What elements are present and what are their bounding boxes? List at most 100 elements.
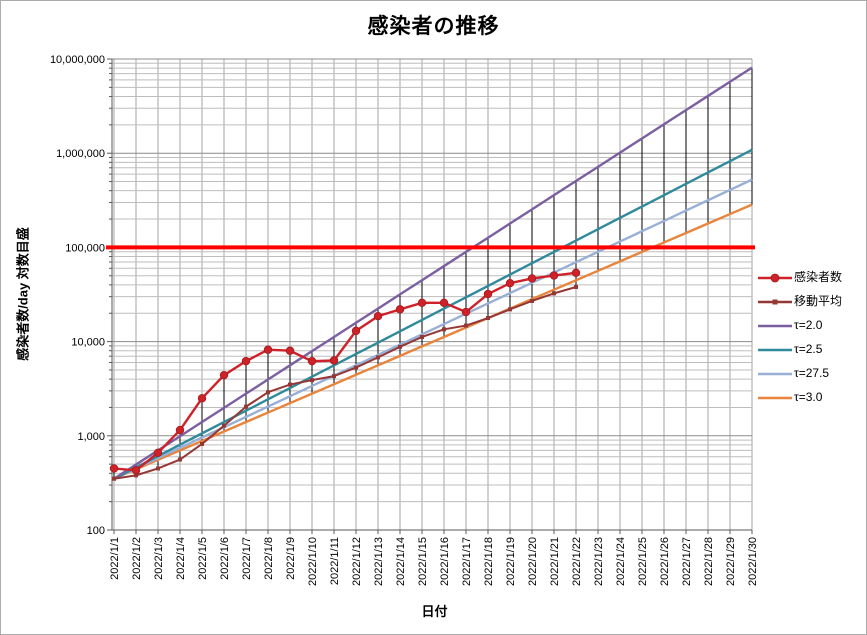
data-point-marker[interactable] <box>109 464 119 473</box>
data-point-marker[interactable] <box>263 345 273 354</box>
x-tick-label: 2022/1/18 <box>483 537 495 586</box>
data-point-marker[interactable] <box>332 374 336 379</box>
data-point-marker[interactable] <box>134 473 138 478</box>
legend-label: τ=2.0 <box>794 318 823 332</box>
x-tick-label: 2022/1/10 <box>307 537 319 586</box>
data-point-marker[interactable] <box>398 344 402 349</box>
x-tick-label: 2022/1/3 <box>153 537 165 580</box>
data-point-marker[interactable] <box>373 312 383 321</box>
data-point-marker[interactable] <box>574 284 578 289</box>
data-point-marker[interactable] <box>178 457 182 462</box>
x-tick-label: 2022/1/9 <box>285 537 297 580</box>
data-point-marker[interactable] <box>376 355 380 360</box>
series-line-2[interactable] <box>113 66 753 480</box>
data-point-marker[interactable] <box>442 327 446 332</box>
x-tick-label: 2022/1/5 <box>197 537 209 580</box>
y-tick-label: 100,000 <box>65 242 105 254</box>
x-tick-label: 2022/1/23 <box>593 537 605 586</box>
legend-line-swatch-icon <box>758 299 792 304</box>
legend-line-swatch-icon <box>758 348 792 351</box>
legend-label: 感染者数 <box>794 270 843 284</box>
series-line-0[interactable] <box>113 271 577 472</box>
series-line-5[interactable] <box>113 203 753 480</box>
data-point-marker[interactable] <box>439 298 449 308</box>
legend-item-3[interactable]: τ=2.5 <box>758 343 842 356</box>
legend-label: τ=3.0 <box>794 390 823 404</box>
x-tick-label: 2022/1/2 <box>131 537 143 580</box>
x-tick-label: 2022/1/11 <box>329 537 341 585</box>
series-line-4[interactable] <box>113 178 753 480</box>
x-tick-label: 2022/1/24 <box>615 537 627 586</box>
data-point-marker[interactable] <box>156 466 160 471</box>
y-tick-label: 10,000 <box>71 337 105 349</box>
data-point-marker[interactable] <box>527 274 537 283</box>
series-line-1[interactable] <box>113 286 577 480</box>
x-tick-label: 2022/1/20 <box>527 537 539 586</box>
x-tick-label: 2022/1/22 <box>571 537 583 586</box>
data-point-marker[interactable] <box>417 298 427 308</box>
data-point-marker[interactable] <box>307 356 317 366</box>
data-point-marker[interactable] <box>571 268 581 278</box>
data-point-marker[interactable] <box>505 278 515 288</box>
series-line-3[interactable] <box>113 148 753 480</box>
x-tick-label: 2022/1/30 <box>747 537 759 586</box>
data-point-marker[interactable] <box>461 307 471 317</box>
legend-item-2[interactable]: τ=2.0 <box>758 319 842 332</box>
data-point-marker[interactable] <box>351 326 361 336</box>
data-point-marker[interactable] <box>244 404 248 409</box>
x-tick-label: 2022/1/19 <box>505 537 517 586</box>
data-point-marker[interactable] <box>285 346 295 355</box>
data-point-marker[interactable] <box>552 291 556 296</box>
x-tick-label: 2022/1/21 <box>549 537 561 586</box>
legend-label: 移動平均 <box>794 294 843 308</box>
data-point-marker[interactable] <box>131 466 141 475</box>
data-point-marker[interactable] <box>508 307 512 312</box>
x-tick-label: 2022/1/16 <box>439 537 451 586</box>
x-tick-label: 2022/1/29 <box>725 537 737 586</box>
y-tick-label: 10,000,000 <box>50 54 105 66</box>
x-axis-title: 日付 <box>421 604 448 619</box>
data-point-marker[interactable] <box>395 305 405 314</box>
data-point-marker[interactable] <box>112 476 116 481</box>
data-point-marker[interactable] <box>175 425 185 435</box>
data-point-marker[interactable] <box>329 356 339 365</box>
data-point-marker[interactable] <box>222 423 226 428</box>
legend: 感染者数移動平均 τ=2.0 τ=2.5 τ=27.5 τ=3.0 <box>758 271 842 404</box>
legend-line-swatch-icon <box>758 372 792 375</box>
data-point-marker[interactable] <box>197 394 207 403</box>
y-tick-label: 1,000 <box>77 431 105 443</box>
data-point-marker[interactable] <box>200 441 204 446</box>
data-point-marker[interactable] <box>464 323 468 328</box>
x-tick-label: 2022/1/14 <box>395 537 407 586</box>
y-tick-label: 100 <box>87 525 105 537</box>
data-point-marker[interactable] <box>483 289 493 299</box>
chart-title: 感染者の推移 <box>367 15 500 38</box>
data-point-marker[interactable] <box>310 378 314 383</box>
legend-item-0[interactable]: 感染者数 <box>758 271 842 284</box>
legend-label: τ=2.5 <box>794 342 823 356</box>
legend-item-5[interactable]: τ=3.0 <box>758 391 842 404</box>
data-point-marker[interactable] <box>549 271 559 280</box>
data-point-marker[interactable] <box>266 390 270 395</box>
y-axis-title: 感染者数/day 対数目盛 <box>15 227 31 361</box>
data-point-marker[interactable] <box>153 448 163 457</box>
x-tick-label: 2022/1/27 <box>681 537 693 586</box>
data-point-marker[interactable] <box>354 365 358 370</box>
data-point-marker[interactable] <box>288 382 292 387</box>
x-tick-label: 2022/1/7 <box>241 537 253 580</box>
x-tick-label: 2022/1/28 <box>703 537 715 586</box>
x-tick-label: 2022/1/8 <box>263 537 275 580</box>
data-point-marker[interactable] <box>486 316 490 321</box>
data-point-marker[interactable] <box>219 370 229 380</box>
legend-line-swatch-icon <box>758 273 792 282</box>
data-point-marker[interactable] <box>420 334 424 339</box>
x-tick-label: 2022/1/26 <box>659 537 671 586</box>
data-point-marker[interactable] <box>530 298 534 303</box>
x-tick-label: 2022/1/17 <box>461 537 473 586</box>
legend-item-1[interactable]: 移動平均 <box>758 295 842 308</box>
data-point-marker[interactable] <box>241 356 251 366</box>
legend-item-4[interactable]: τ=27.5 <box>758 367 842 380</box>
legend-line-swatch-icon <box>758 396 792 399</box>
